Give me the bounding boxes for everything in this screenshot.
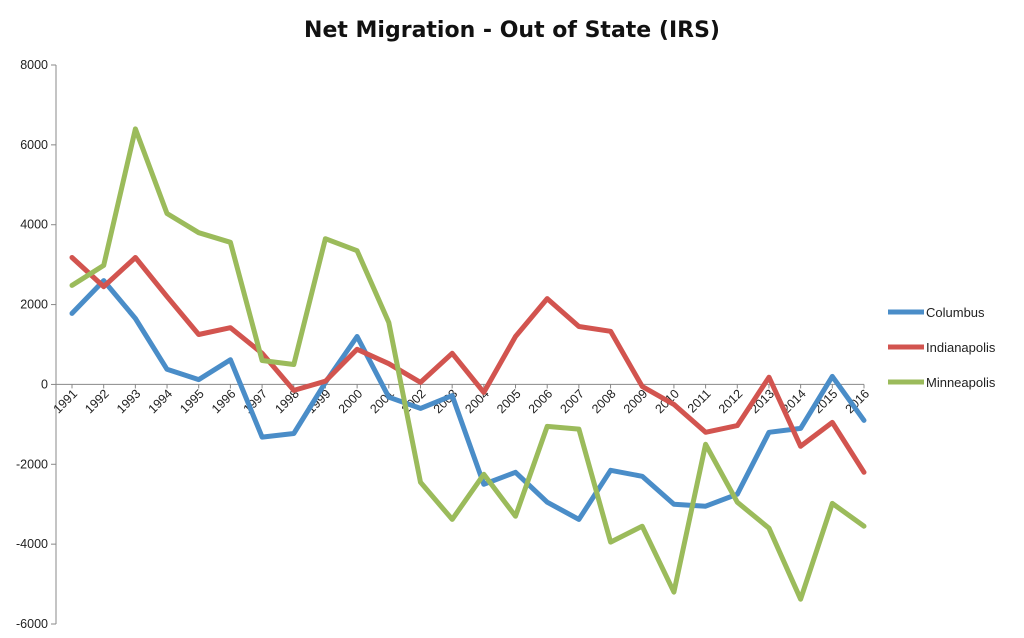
x-tick-label: 1996 bbox=[209, 387, 239, 417]
y-tick-label: 6000 bbox=[20, 138, 48, 152]
x-tick-label: 2001 bbox=[367, 387, 397, 417]
x-tick-label: 2012 bbox=[716, 387, 746, 417]
y-tick-label: -6000 bbox=[16, 617, 48, 631]
y-tick-label: -2000 bbox=[16, 457, 48, 471]
x-tick-label: 2000 bbox=[336, 387, 366, 417]
series-line-indianapolis bbox=[69, 255, 867, 475]
y-tick-label: 8000 bbox=[20, 58, 48, 72]
chart-title: Net Migration - Out of State (IRS) bbox=[304, 18, 720, 43]
y-tick-label: 2000 bbox=[20, 298, 48, 312]
legend-label: Columbus bbox=[926, 305, 985, 320]
series-line-minneapolis bbox=[69, 126, 867, 602]
x-tick-label: 2008 bbox=[589, 387, 619, 417]
x-tick-label: 2005 bbox=[494, 387, 524, 417]
x-tick-label: 2011 bbox=[685, 387, 714, 416]
legend-label: Indianapolis bbox=[926, 340, 996, 355]
y-tick-label: 0 bbox=[41, 377, 48, 391]
x-tick-label: 2007 bbox=[557, 387, 587, 417]
x-tick-label: 1991 bbox=[51, 387, 81, 417]
x-tick-label: 2004 bbox=[462, 387, 492, 417]
y-tick-label: 4000 bbox=[20, 218, 48, 232]
x-tick-label: 1995 bbox=[177, 387, 207, 417]
x-tick-label: 1992 bbox=[82, 387, 112, 417]
y-tick-label: -4000 bbox=[16, 537, 48, 551]
x-tick-label: 1994 bbox=[146, 387, 176, 417]
x-tick-label: 2006 bbox=[526, 387, 556, 417]
legend-label: Minneapolis bbox=[926, 375, 996, 390]
axes: 8000 6000 4000 2000 0 -2000 -4000 -6000 1991 1992… bbox=[16, 58, 872, 631]
legend: Columbus Indianapolis Minneapolis bbox=[888, 305, 996, 390]
series-lines bbox=[69, 126, 867, 602]
x-tick-label: 1993 bbox=[114, 387, 144, 417]
